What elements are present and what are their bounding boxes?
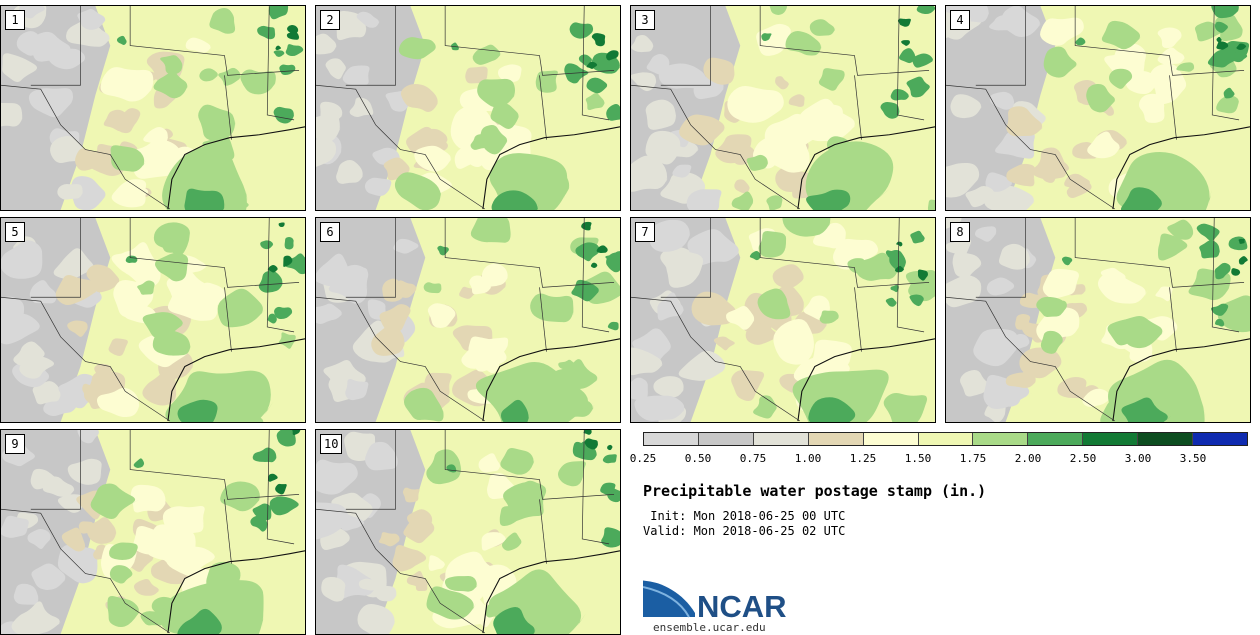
pw-map — [631, 6, 935, 210]
colorbar-swatch-4 — [808, 433, 864, 445]
colorbar-tick: 1.00 — [794, 452, 822, 465]
pw-map — [1, 218, 305, 422]
pw-map — [631, 218, 935, 422]
stamp-2: 2 — [315, 5, 621, 211]
pw-map — [1, 6, 305, 210]
member-label: 6 — [320, 222, 340, 242]
pw-map — [946, 218, 1250, 422]
colorbar-tick: 1.75 — [959, 452, 987, 465]
colorbar-swatch-8 — [1028, 433, 1084, 445]
colorbar-swatch-11 — [1193, 433, 1247, 445]
pw-map — [316, 218, 620, 422]
pw-map — [316, 430, 620, 634]
colorbar-swatch-1 — [644, 433, 699, 445]
colorbar-tick: 0.50 — [684, 452, 712, 465]
member-label: 2 — [320, 10, 340, 30]
ncar-logo-text: NCAR — [697, 589, 787, 623]
member-label: 7 — [635, 222, 655, 242]
colorbar-tick: 1.50 — [904, 452, 932, 465]
stamp-8: 8 — [945, 217, 1251, 423]
stamp-1: 1 — [0, 5, 306, 211]
map-title: Precipitable water postage stamp (in.) — [643, 482, 987, 500]
pw-map — [1, 430, 305, 634]
colorbar-swatch-9 — [1083, 433, 1139, 445]
colorbar-tick: 2.50 — [1069, 452, 1097, 465]
member-label: 10 — [320, 434, 343, 454]
pw-map — [316, 6, 620, 210]
stamp-4: 4 — [945, 5, 1251, 211]
init-time: Init: Mon 2018-06-25 00 UTC — [643, 509, 846, 523]
colorbar-swatch-5 — [863, 433, 919, 445]
colorbar-swatch-3 — [753, 433, 809, 445]
logo-url: ensemble.ucar.edu — [653, 621, 766, 634]
colorbar-tick: 0.75 — [739, 452, 767, 465]
member-label: 9 — [5, 434, 25, 454]
colorbar-swatch-6 — [918, 433, 974, 445]
stamp-10: 10 — [315, 429, 621, 635]
member-label: 5 — [5, 222, 25, 242]
member-label: 8 — [950, 222, 970, 242]
stamp-5: 5 — [0, 217, 306, 423]
pw-map — [946, 6, 1250, 210]
member-label: 3 — [635, 10, 655, 30]
ncar-logo: NCAR — [643, 577, 787, 623]
colorbar-tick: 3.00 — [1124, 452, 1152, 465]
colorbar-swatch-2 — [698, 433, 754, 445]
colorbar-tick: 1.25 — [849, 452, 877, 465]
member-label: 1 — [5, 10, 25, 30]
stamp-6: 6 — [315, 217, 621, 423]
stamp-3: 3 — [630, 5, 936, 211]
valid-time: Valid: Mon 2018-06-25 02 UTC — [643, 524, 846, 538]
stamp-9: 9 — [0, 429, 306, 635]
colorbar-tick: 3.50 — [1179, 452, 1207, 465]
stamp-7: 7 — [630, 217, 936, 423]
colorbar-tick: 2.00 — [1014, 452, 1042, 465]
colorbar — [643, 432, 1248, 446]
colorbar-swatch-10 — [1138, 433, 1194, 445]
colorbar-tick: 0.25 — [629, 452, 657, 465]
colorbar-swatch-7 — [973, 433, 1029, 445]
member-label: 4 — [950, 10, 970, 30]
